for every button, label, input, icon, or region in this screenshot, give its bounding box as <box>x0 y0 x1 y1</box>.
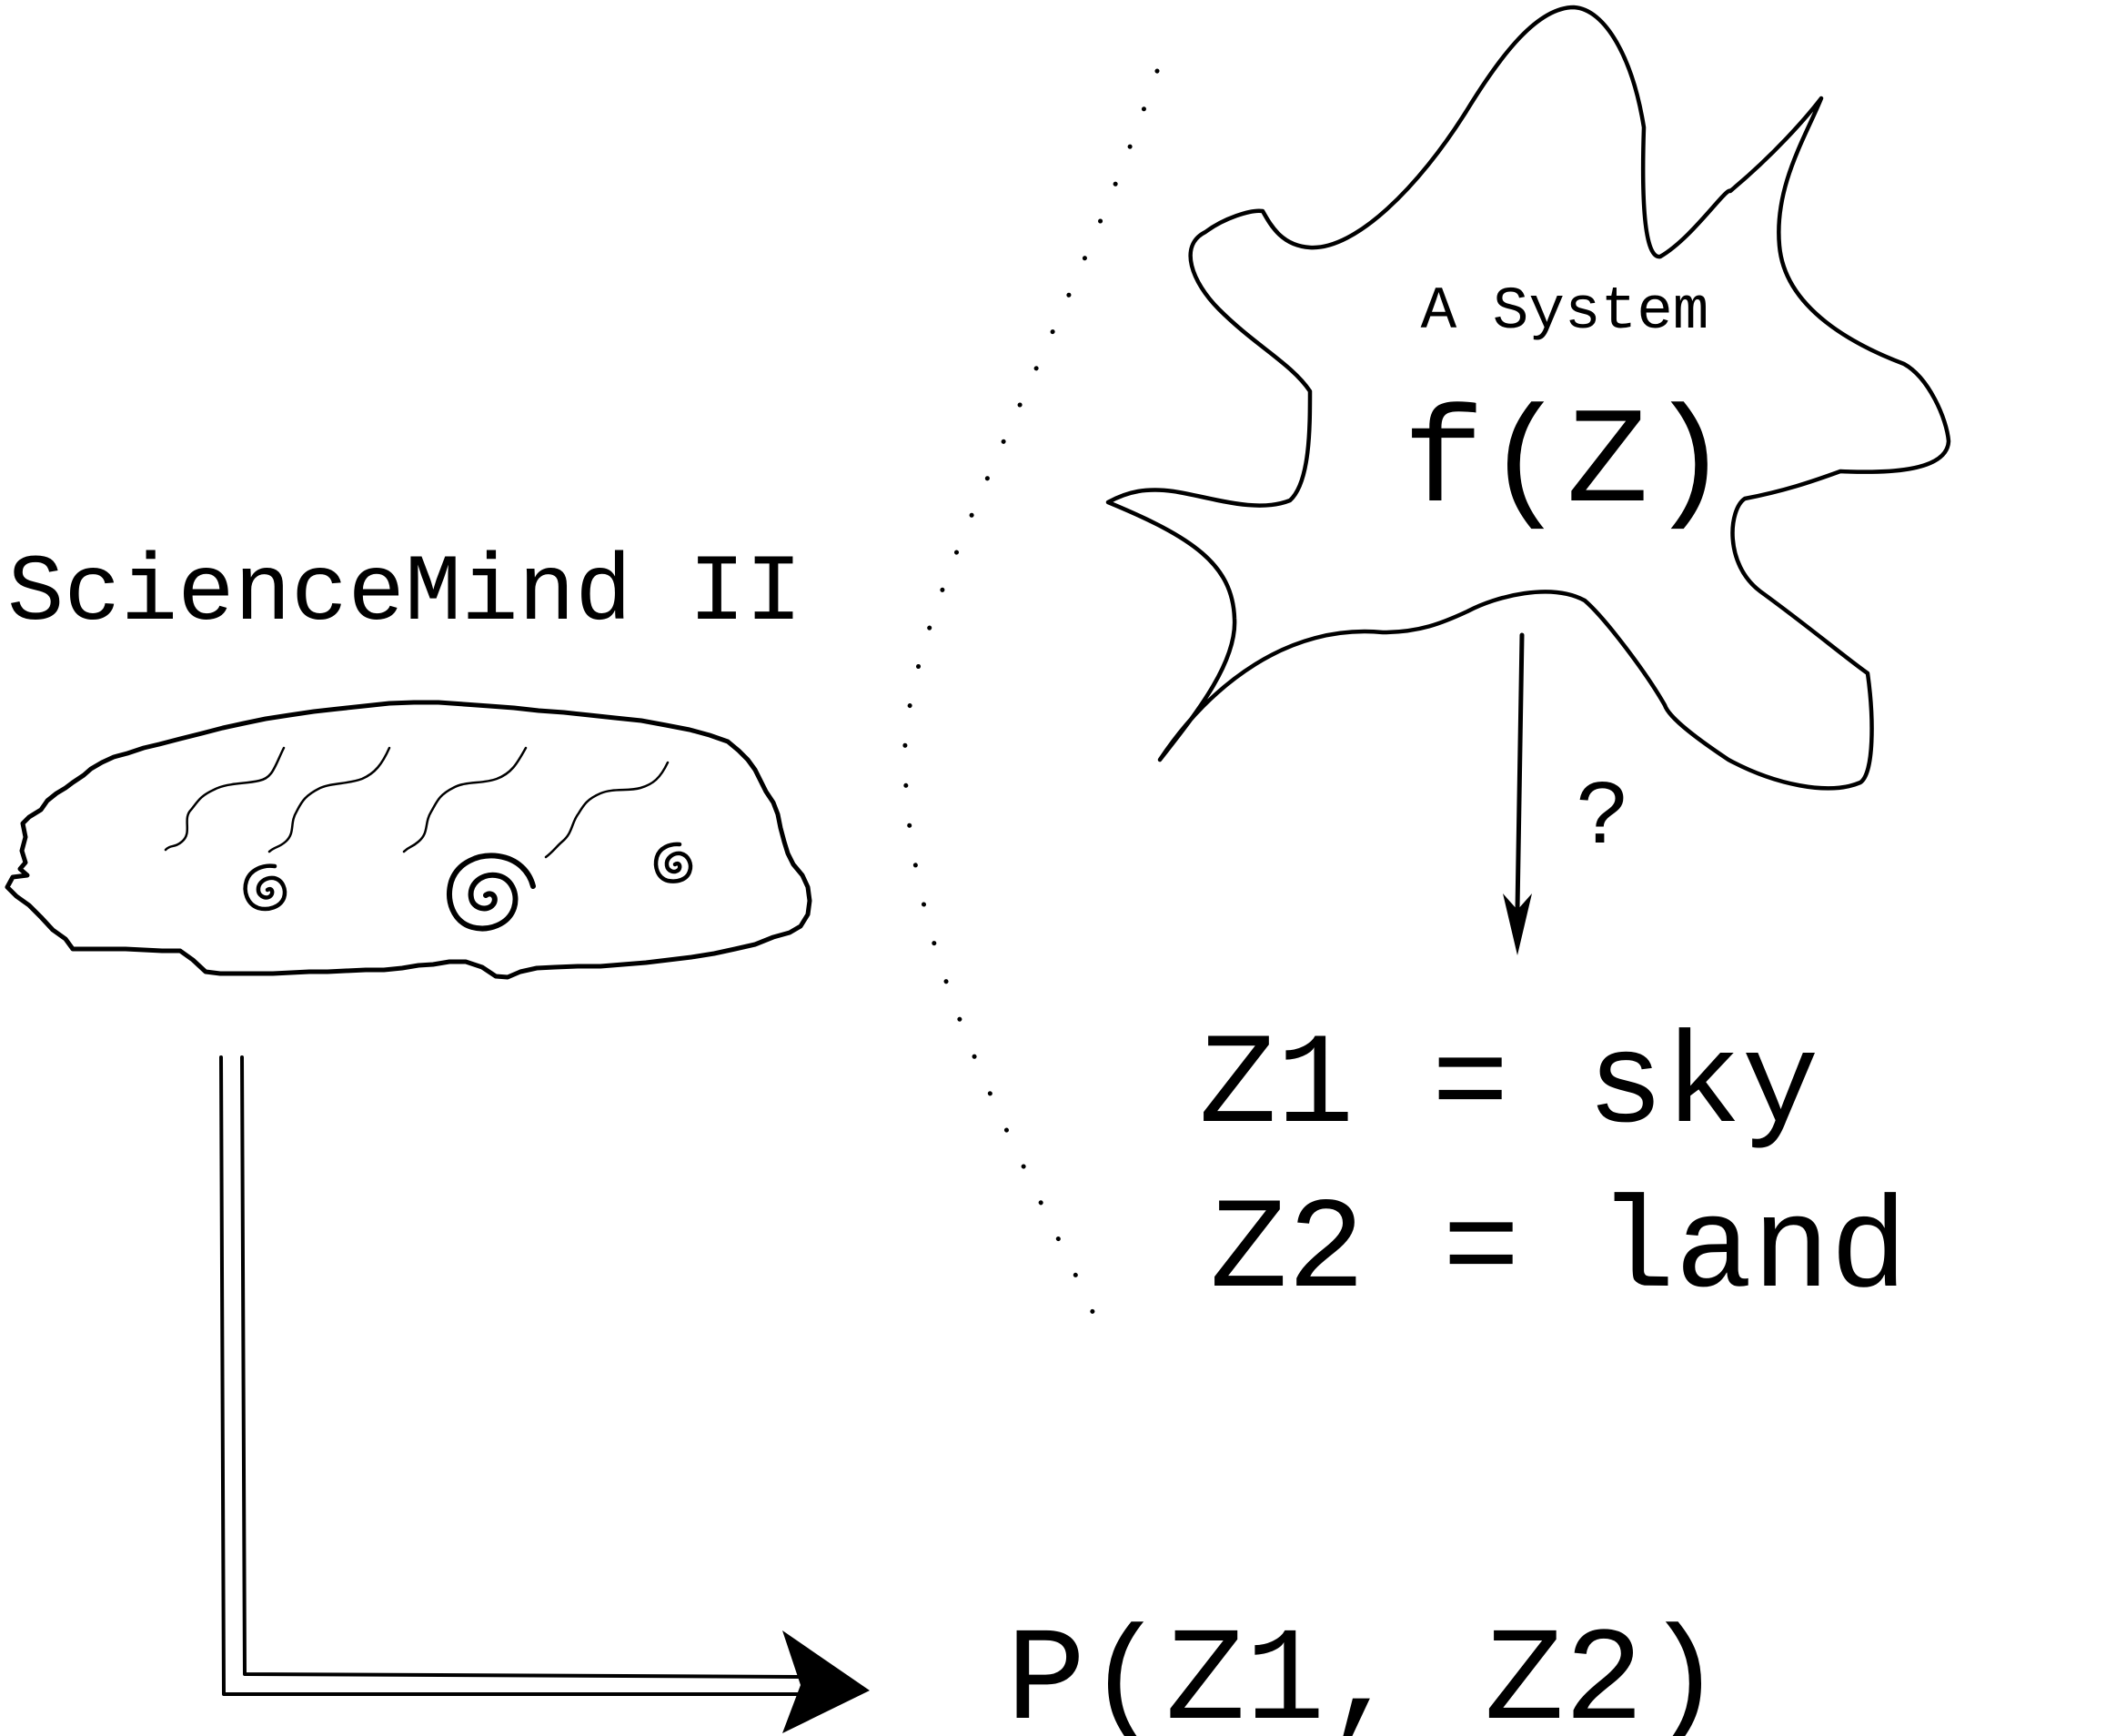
z1-assignment: Z1 = sky <box>1199 1014 1819 1160</box>
double-line-arrow-right-icon <box>219 1055 870 1733</box>
output-probability: P(Z1, Z2) <box>1006 1607 1724 1736</box>
z2-assignment: Z2 = land <box>1210 1178 1908 1325</box>
system-function: f(Z) <box>1403 388 1730 542</box>
brain-icon <box>5 700 812 980</box>
brain-title: ScienceMind II <box>7 540 802 648</box>
question-mark: ? <box>1576 768 1630 871</box>
cloud-blob-icon <box>1105 5 1951 791</box>
system-title: A System <box>1421 278 1709 346</box>
spiral-icon <box>447 853 536 932</box>
dotted-divider <box>902 68 1160 1327</box>
spiral-icon <box>243 863 287 912</box>
spiral-icon <box>653 842 693 883</box>
arrow-down-icon <box>1503 632 1532 955</box>
